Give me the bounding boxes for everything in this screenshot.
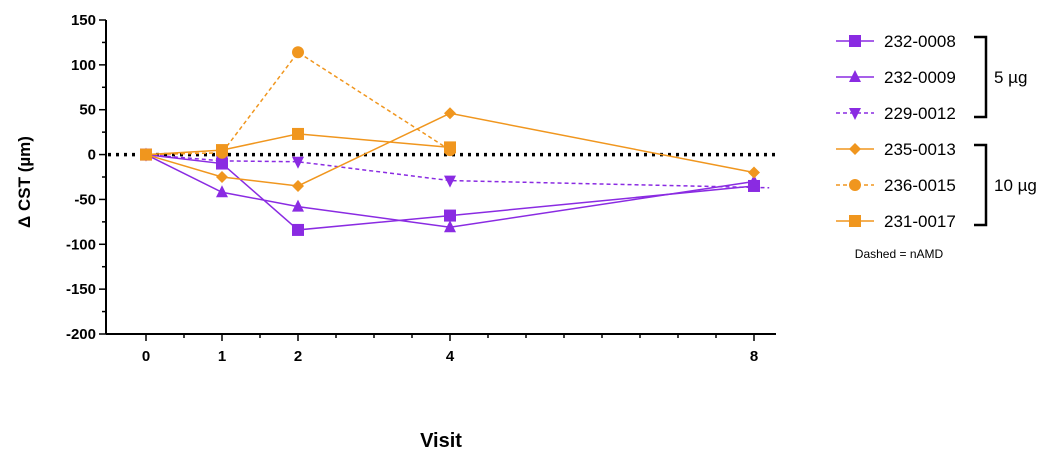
data-point-235-0013 bbox=[444, 107, 456, 119]
legend-label: 236-0015 bbox=[884, 176, 956, 195]
data-point-235-0013 bbox=[748, 167, 760, 179]
y-tick-label: 150 bbox=[71, 12, 96, 29]
legend: 232-0008 232-0009 229-0012 235-0013 236-0015… bbox=[836, 32, 1037, 231]
legend-marker-235-0013 bbox=[849, 143, 861, 155]
y-tick-label: 100 bbox=[71, 57, 96, 74]
legend-label: 231-0017 bbox=[884, 212, 956, 231]
data-point-232-0009 bbox=[216, 185, 228, 197]
legend-note: Dashed = nAMD bbox=[855, 247, 944, 261]
x-tick-label: 8 bbox=[750, 348, 758, 365]
x-tick-label: 1 bbox=[218, 348, 226, 365]
y-tick-label: 0 bbox=[88, 147, 96, 164]
data-point-231-0017 bbox=[140, 149, 152, 161]
legend-group-label: 10 µg bbox=[994, 176, 1037, 195]
data-layer bbox=[140, 46, 769, 236]
legend-group-bracket bbox=[974, 145, 986, 225]
x-tick-label: 0 bbox=[142, 348, 150, 365]
x-tick-label: 4 bbox=[446, 348, 455, 365]
legend-label: 232-0008 bbox=[884, 32, 956, 51]
data-point-235-0013 bbox=[216, 171, 228, 183]
data-point-231-0017 bbox=[292, 128, 304, 140]
legend-label: 235-0013 bbox=[884, 140, 956, 159]
x-axis-title: Visit bbox=[420, 430, 462, 452]
y-tick-label: -50 bbox=[74, 191, 96, 208]
data-point-229-0012 bbox=[444, 176, 456, 188]
data-point-236-0015 bbox=[292, 46, 304, 58]
y-tick-label: -200 bbox=[66, 326, 96, 343]
y-tick-label: -100 bbox=[66, 236, 96, 253]
x-tick-label: 2 bbox=[294, 348, 302, 365]
legend-marker-229-0012 bbox=[849, 108, 861, 120]
series-line-229-0012 bbox=[146, 155, 769, 188]
legend-marker-236-0015 bbox=[849, 179, 861, 191]
legend-marker-232-0009 bbox=[849, 70, 861, 82]
legend-marker-232-0008 bbox=[849, 35, 861, 47]
data-point-231-0017 bbox=[444, 141, 456, 153]
legend-marker-231-0017 bbox=[849, 215, 861, 227]
y-tick-label: -150 bbox=[66, 281, 96, 298]
legend-group-bracket bbox=[974, 37, 986, 117]
legend-group-label: 5 µg bbox=[994, 68, 1027, 87]
data-point-232-0008 bbox=[292, 224, 304, 236]
y-tick-label: 50 bbox=[79, 102, 96, 119]
axes-layer: 150 100 50 0 -50 -100 -150 -200 0 1 2 4 8 bbox=[66, 12, 776, 365]
y-axis-title: Δ CST (µm) bbox=[15, 136, 34, 228]
legend-label: 232-0009 bbox=[884, 68, 956, 87]
legend-label: 229-0012 bbox=[884, 104, 956, 123]
data-point-232-0008 bbox=[444, 210, 456, 222]
data-point-235-0013 bbox=[292, 180, 304, 192]
data-point-231-0017 bbox=[216, 144, 228, 156]
